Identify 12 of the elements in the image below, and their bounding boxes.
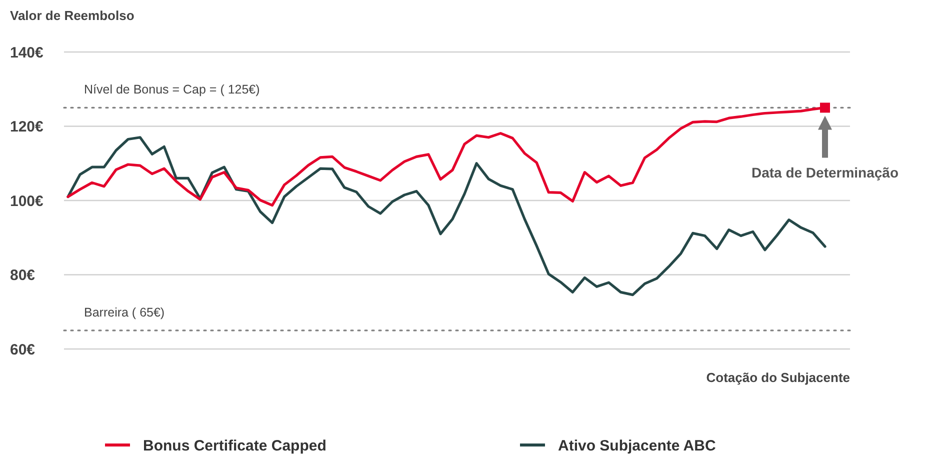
ref-line-label: Nível de Bonus = Cap = ( 125€): [84, 82, 260, 97]
y-tick-label: 120€: [10, 118, 44, 136]
legend-label: Bonus Certificate Capped: [143, 437, 326, 454]
y-axis-title: Valor de Reembolso: [10, 8, 134, 23]
ref-line-label: Barreira ( 65€): [84, 305, 165, 320]
y-tick-label: 140€: [10, 44, 44, 62]
y-tick-label: 60€: [10, 341, 36, 358]
y-tick-label: 80€: [10, 267, 36, 284]
legend-label: Ativo Subjacente ABC: [558, 437, 716, 454]
annotation: Data de Determinação: [751, 164, 899, 181]
x-axis-title: Cotação do Subjacente: [706, 370, 850, 385]
y-tick-label: 100€: [10, 192, 44, 210]
